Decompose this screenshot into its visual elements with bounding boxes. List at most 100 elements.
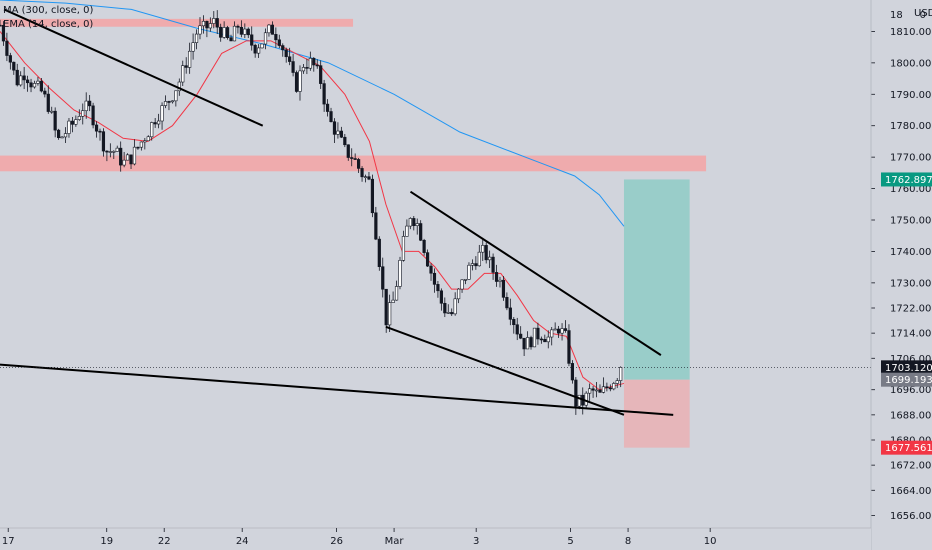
candle-body [601,386,606,393]
candle-body [594,389,599,392]
ema-legend-label[interactable]: EMA (14, close, 0) [3,19,94,30]
candle-body [160,105,164,122]
candle-body [336,130,340,135]
candle-body [322,83,326,105]
candle-body [57,129,61,139]
candle-body [515,324,519,335]
candle-body [294,72,299,92]
y-tick-label: 1688.000 [890,410,932,421]
candle-body [150,122,154,138]
resistance-zone-2[interactable] [0,155,707,172]
candle-body [570,363,575,381]
indicator-legend: MA (300, close, 0) EMA (14, close, 0) [3,4,93,32]
trendlines[interactable] [0,8,674,416]
long-position-tool[interactable] [623,179,690,448]
candle-body [329,111,333,123]
candle-body [46,93,50,112]
candle-body [132,146,137,165]
candle-body [436,284,440,292]
candle-body [267,24,271,34]
price-axis[interactable]: USD 1810.000 1800.000 1790.000 1780.000 1770… [870,0,932,550]
candle-body [281,45,285,51]
candle-body [119,147,123,166]
candle-body [536,327,540,340]
candle-body [522,337,526,350]
candle-body [36,80,40,84]
candle-body [525,337,530,350]
candle-body [98,130,102,133]
x-tick-label: 22 [158,536,171,547]
y-tick-label: 1656.000 [890,511,932,522]
candle-body [457,288,461,300]
candle-body [367,176,371,180]
candle-body [301,67,306,72]
candle-body [474,263,478,267]
candle-body [139,141,143,148]
candle-body [32,83,37,88]
target-zone[interactable] [623,179,690,380]
candle-body [5,40,9,56]
candle-body [29,82,33,88]
candle-body [143,140,147,143]
price-badge-label: 1703.120 [885,363,932,374]
y-tick-label: 1770.000 [890,153,932,164]
candle-body [70,120,75,125]
candle-body [439,290,443,304]
ma-300-line [0,0,625,227]
time-axis[interactable]: 17 19 22 24 26 Mar 3 5 8 10 [0,527,871,550]
candle-body [488,256,492,261]
candle-body [194,33,199,43]
ma-legend-label[interactable]: MA (300, close, 0) [3,5,94,16]
trendline-1[interactable] [3,8,264,127]
candle-body [377,238,381,267]
candle-body [236,25,240,28]
y-tick-label-partial: 18 [890,10,903,21]
candle-body [12,61,16,71]
candle-body [74,119,78,125]
candle-body [467,264,471,280]
candle-body [384,288,388,326]
trendline-4[interactable] [0,363,674,416]
x-tick-label: 17 [2,536,15,547]
candle-body [60,136,64,139]
x-tick-label: 3 [473,536,479,547]
candle-body [181,65,185,83]
candle-body [505,297,509,309]
candle-body [108,151,112,153]
candle-body [484,245,488,261]
candle-body [557,328,561,334]
candle-body [170,100,175,103]
candle-body [77,116,81,120]
candle-body [39,80,43,92]
candle-body [567,330,571,364]
candle-body [512,319,516,326]
candle-body [250,34,254,46]
trendline-2[interactable] [409,190,662,356]
candle-body [284,49,288,58]
price-badge-label: 1699.193 [885,375,932,386]
candle-body [598,389,602,393]
candle-body [619,367,623,381]
candle-body [529,337,533,348]
candle-body [477,251,481,267]
candle-body [460,279,464,290]
candle-body [188,50,192,68]
candle-body [615,380,619,384]
y-tick-label: 1672.000 [890,461,932,472]
trendline-3[interactable] [385,325,625,416]
candle-body [539,338,543,341]
y-tick-label: 1740.000 [890,247,932,258]
candle-body [15,69,19,86]
candle-body [532,327,537,348]
candle-body [501,279,506,298]
candle-body [553,328,557,331]
candle-body [374,212,378,240]
candle-body [315,64,319,67]
candle-body [370,178,375,214]
candle-body [519,333,523,339]
price-badge-label: 1762.897 [885,175,932,186]
candle-body [391,299,395,303]
